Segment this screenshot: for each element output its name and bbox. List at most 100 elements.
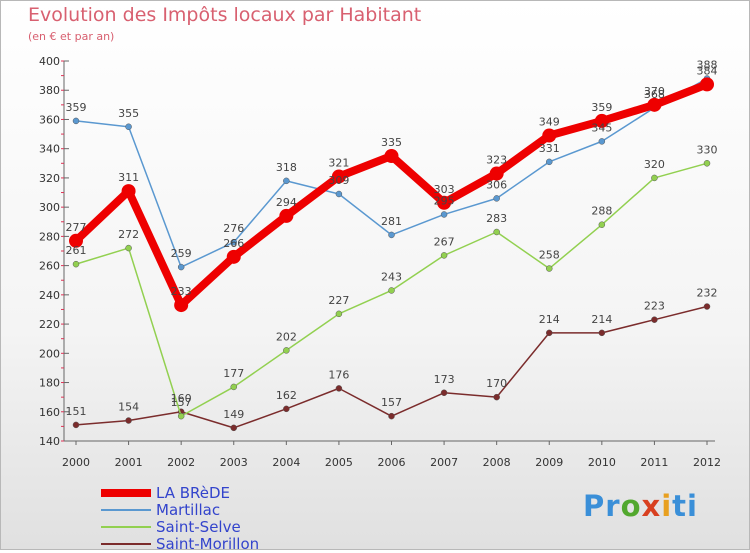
data-point [489,166,504,181]
data-label: 259 [171,247,192,260]
data-label: 359 [591,101,612,114]
data-label: 294 [276,196,297,209]
data-point [546,329,553,337]
y-tick-label: 140 [39,435,60,448]
logo-part: ti [672,489,698,523]
y-tick-label: 400 [39,55,60,68]
data-label: 349 [539,116,560,129]
data-point [493,228,500,236]
legend-label: Martillac [156,501,221,519]
data-label: 306 [486,178,507,191]
data-label: 160 [171,392,192,405]
data-point [700,77,714,92]
legend-swatch [101,509,151,511]
data-label: 309 [328,174,349,187]
y-tick-label: 160 [39,406,60,419]
data-point [388,412,395,420]
data-point [384,149,399,163]
data-label: 283 [486,212,507,225]
data-point [125,123,132,131]
proxiti-logo: Proxiti [583,489,698,523]
x-tick-label: 2007 [430,456,458,469]
chart-subtitle: (en € et par an) [28,30,115,43]
data-point [440,211,448,218]
data-point [335,310,343,318]
data-label: 266 [223,237,244,250]
logo-part: i [661,489,673,523]
x-tick-label: 2004 [272,456,300,469]
data-point [647,97,662,112]
data-label: 162 [276,389,297,402]
data-label: 330 [697,143,718,156]
logo-part: Pr [583,489,621,523]
data-point [594,113,609,128]
data-point [703,303,711,310]
x-tick-label: 2012 [693,456,721,469]
data-point [230,383,237,391]
data-label: 345 [591,121,612,134]
legend-label: LA BRèDE [156,484,231,502]
x-tick-label: 2002 [167,456,195,469]
data-point [493,393,500,401]
data-point [651,316,658,323]
data-point [388,231,395,239]
data-label: 173 [434,373,455,386]
y-tick-label: 240 [39,289,60,302]
data-label: 223 [644,300,665,313]
logo-part: o [620,489,642,523]
data-label: 177 [223,367,244,380]
x-tick-label: 2011 [640,456,668,469]
data-point [598,138,606,145]
data-label: 170 [486,377,507,390]
data-label: 320 [644,158,665,171]
data-label: 157 [381,396,402,409]
data-label: 154 [118,401,139,414]
series-line [75,77,708,268]
data-point [598,329,606,337]
data-point [230,238,237,246]
data-point [121,184,136,199]
series-line [75,305,708,429]
data-point [283,347,290,354]
y-tick-label: 300 [39,201,60,214]
data-label: 359 [66,101,87,114]
data-label: 261 [66,244,87,257]
data-point [542,128,557,143]
data-label: 303 [434,183,455,196]
data-point [283,405,290,413]
y-tick-label: 320 [39,172,60,185]
data-point [598,221,606,228]
data-label: 258 [539,249,560,262]
x-tick-label: 2003 [220,456,248,469]
data-label: 272 [118,228,139,241]
legend-swatch [101,543,151,545]
chart-title: Evolution des Impôts locaux par Habitant [28,4,422,26]
data-point [493,195,500,202]
data-point [546,158,553,166]
data-label: 277 [66,221,87,234]
data-label: 233 [171,285,192,298]
data-point [440,389,448,397]
data-label: 276 [223,222,244,235]
data-point [388,287,395,294]
y-tick-label: 200 [39,347,60,360]
data-label: 355 [118,107,139,120]
data-point [177,263,185,271]
data-label: 157 [171,396,192,409]
data-label: 267 [434,235,455,248]
x-tick-label: 2001 [115,456,143,469]
data-label: 232 [697,287,718,300]
legend-label: Saint-Selve [156,518,241,536]
data-point [283,177,290,185]
x-tick-label: 2009 [535,456,563,469]
data-label: 214 [539,313,560,326]
data-point [331,169,346,184]
data-label: 176 [328,368,349,381]
data-point [69,233,83,248]
data-point [72,421,80,429]
data-label: 295 [434,194,455,207]
x-tick-label: 2008 [483,456,511,469]
data-point [72,260,80,268]
